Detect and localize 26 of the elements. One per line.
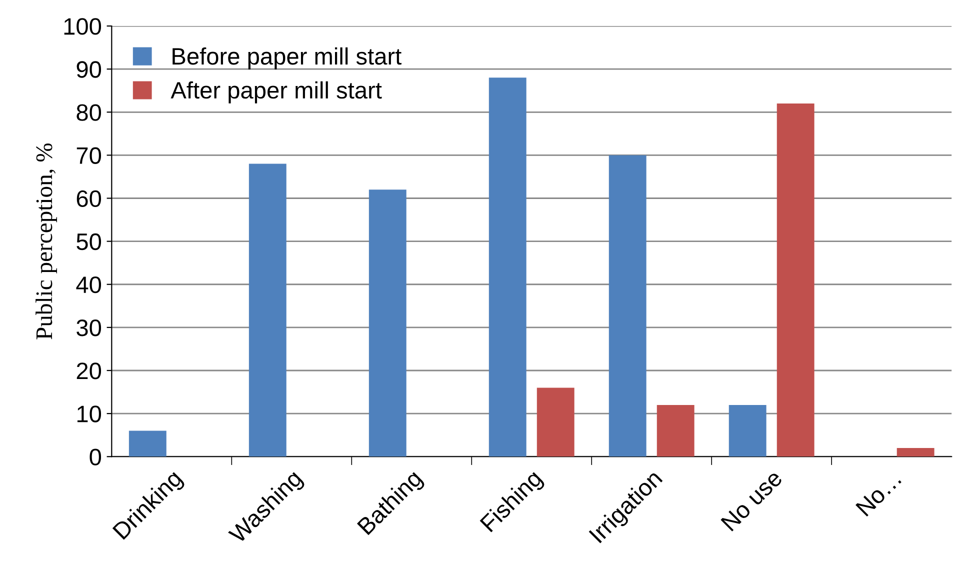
y-tick-label: 10: [77, 406, 102, 422]
bar: [776, 104, 814, 457]
y-tick-label: 30: [76, 320, 102, 336]
bar: [728, 404, 766, 457]
x-tick-label: No…: [856, 470, 902, 517]
legend-label: After paper mill start: [170, 81, 382, 104]
y-tick-label: 100: [64, 18, 102, 35]
y-tick-label: 40: [76, 276, 102, 294]
legend-label: Before paper mill start: [172, 47, 402, 70]
bar: [368, 190, 406, 457]
y-tick-label: 70: [76, 147, 102, 164]
bar: [128, 430, 166, 457]
y-tick-label: 90: [76, 61, 102, 78]
bar: [608, 155, 646, 457]
bar: [488, 78, 526, 457]
y-tick-label: 0: [90, 448, 102, 466]
y-tick-label: 50: [76, 233, 102, 250]
y-tick-label: 60: [76, 190, 102, 208]
bar: [248, 164, 286, 457]
y-tick-label: 80: [76, 104, 102, 121]
bar: [656, 404, 694, 457]
bar: [536, 388, 574, 457]
y-tick-label: 20: [76, 362, 102, 380]
bar: [896, 448, 934, 457]
x-tick-label: No use: [720, 469, 784, 532]
y-axis-title: Public perception, %: [36, 143, 57, 340]
